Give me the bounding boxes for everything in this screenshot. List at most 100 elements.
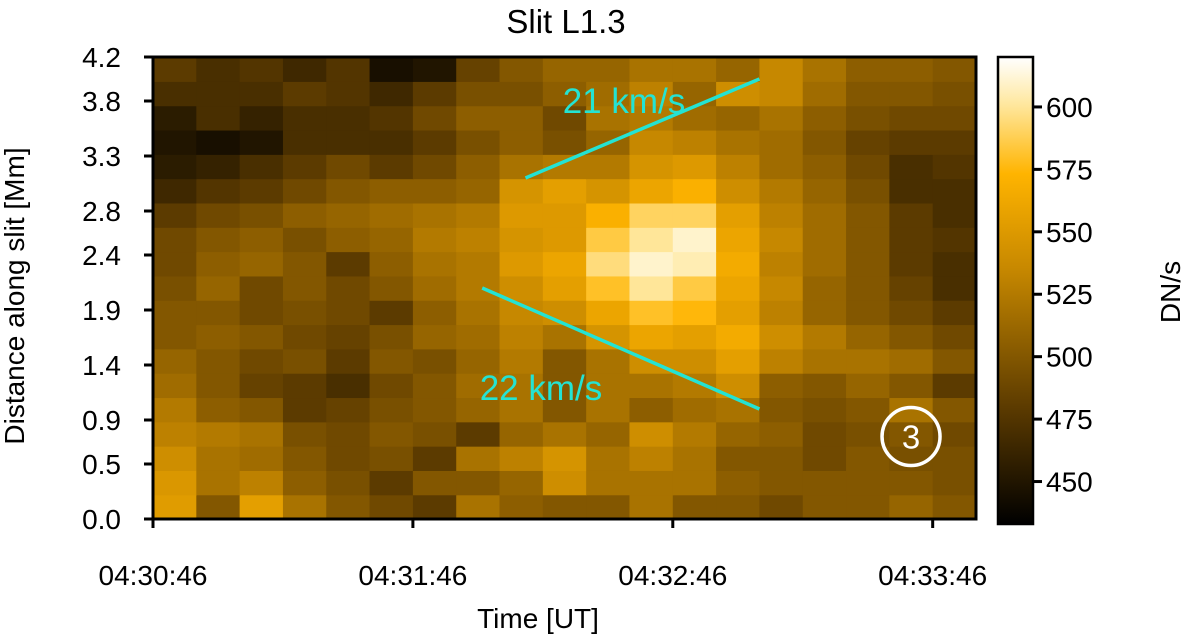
heatmap-cell bbox=[932, 470, 977, 496]
heatmap-cell bbox=[239, 275, 284, 301]
heatmap-cell bbox=[456, 348, 501, 374]
heatmap-cell bbox=[412, 470, 457, 496]
heatmap-cell bbox=[716, 202, 761, 228]
heatmap-cell bbox=[672, 202, 717, 228]
heatmap-cell bbox=[716, 421, 761, 447]
heatmap-cell bbox=[153, 57, 197, 82]
heatmap-cell bbox=[196, 494, 241, 520]
heatmap-cell bbox=[889, 57, 934, 82]
chart-title: Slit L1.3 bbox=[506, 3, 625, 40]
heatmap-cell bbox=[629, 373, 674, 399]
heatmap-cell bbox=[326, 275, 371, 301]
heatmap-cell bbox=[412, 275, 457, 301]
heatmap-cell bbox=[412, 57, 457, 82]
heatmap-cell bbox=[456, 251, 501, 277]
heatmap-cell bbox=[716, 494, 761, 520]
heatmap-cell bbox=[326, 178, 371, 204]
heatmap-cell bbox=[672, 470, 717, 496]
heatmap-cell bbox=[369, 324, 414, 350]
heatmap-cell bbox=[196, 397, 241, 423]
heatmap-cell bbox=[759, 421, 804, 447]
heatmap-cell bbox=[542, 202, 587, 228]
heatmap-cell bbox=[326, 470, 371, 496]
heatmap-cell bbox=[456, 300, 501, 326]
heatmap-cell bbox=[802, 154, 847, 180]
heatmap-cell bbox=[802, 202, 847, 228]
x-tick-label: 04:33:46 bbox=[878, 560, 987, 591]
heatmap-cell bbox=[196, 251, 241, 277]
heatmap-cell bbox=[412, 397, 457, 423]
heatmap-cell bbox=[802, 494, 847, 520]
heatmap-cell bbox=[889, 105, 934, 131]
heatmap-cell bbox=[542, 300, 587, 326]
heatmap-cell bbox=[326, 105, 371, 131]
heatmap-cell bbox=[846, 251, 890, 277]
heatmap-cell bbox=[369, 397, 414, 423]
heatmap-cell bbox=[586, 470, 631, 496]
heatmap-cell bbox=[239, 397, 284, 423]
heatmap-cell bbox=[932, 446, 977, 471]
heatmap-cell bbox=[456, 446, 501, 471]
heatmap-cell bbox=[153, 300, 197, 326]
heatmap-cell bbox=[586, 81, 631, 107]
colorbar-tick-label: 525 bbox=[1046, 279, 1093, 310]
heatmap-cell bbox=[846, 57, 890, 82]
heatmap-cell bbox=[196, 105, 241, 131]
x-axis-ticks: 04:30:46 04:31:46 04:32:46 04:33:46 bbox=[99, 519, 987, 591]
heatmap-cell bbox=[196, 57, 241, 82]
heatmap-cell bbox=[586, 421, 631, 447]
heatmap-cell bbox=[282, 470, 327, 496]
heatmap-cell bbox=[153, 251, 197, 277]
heatmap-cell bbox=[586, 154, 631, 180]
heatmap-cell bbox=[802, 470, 847, 496]
heatmap-cell bbox=[239, 227, 284, 253]
heatmap-cell bbox=[499, 421, 544, 447]
heatmap-cell bbox=[586, 300, 631, 326]
heatmap-cell bbox=[629, 129, 674, 155]
heatmap-cell bbox=[499, 494, 544, 520]
heatmap-cell bbox=[326, 129, 371, 155]
heatmap-cell bbox=[499, 251, 544, 277]
heatmap-cell bbox=[846, 470, 890, 496]
heatmap-cell bbox=[153, 154, 197, 180]
heatmap-cell bbox=[326, 494, 371, 520]
x-tick-label: 04:30:46 bbox=[99, 560, 208, 591]
heatmap-cell bbox=[629, 421, 674, 447]
heatmap-cell bbox=[153, 202, 197, 228]
heatmap-cell bbox=[282, 275, 327, 301]
heatmap-cell bbox=[239, 154, 284, 180]
heatmap-cell bbox=[586, 275, 631, 301]
y-axis-label: Distance along slit [Mm] bbox=[0, 147, 30, 444]
heatmap-cell bbox=[369, 105, 414, 131]
heatmap-cell bbox=[672, 81, 717, 107]
heatmap-cell bbox=[629, 397, 674, 423]
heatmap-cell bbox=[153, 446, 197, 471]
heatmap-cell bbox=[672, 324, 717, 350]
heatmap-cell bbox=[672, 494, 717, 520]
heatmap-cell bbox=[889, 251, 934, 277]
heatmap-cell bbox=[412, 81, 457, 107]
heatmap-cell bbox=[412, 227, 457, 253]
heatmap-cell bbox=[369, 348, 414, 374]
heatmap-cell bbox=[153, 421, 197, 447]
velocity-annotations: 21 km/s 22 km/s 3 bbox=[480, 77, 942, 468]
heatmap-cell bbox=[629, 275, 674, 301]
y-tick-label: 1.4 bbox=[82, 350, 121, 381]
heatmap-cell bbox=[412, 348, 457, 374]
heatmap-cell bbox=[456, 57, 501, 82]
heatmap-cell bbox=[153, 227, 197, 253]
colorbar-ticks: 450 475 500 525 550 575 600 bbox=[1033, 92, 1093, 498]
y-axis-ticks: 0.0 0.5 0.9 1.4 1.9 2.4 2.8 3.3 3.8 4.2 bbox=[82, 42, 153, 535]
heatmap-cell bbox=[586, 105, 631, 131]
heatmap-cell bbox=[412, 324, 457, 350]
heatmap-cell bbox=[282, 227, 327, 253]
heatmap-cell bbox=[889, 275, 934, 301]
heatmap-cell bbox=[499, 154, 544, 180]
heatmap-cell bbox=[196, 154, 241, 180]
heatmap-cell bbox=[456, 373, 501, 399]
colorbar-tick-label: 500 bbox=[1046, 342, 1093, 373]
heatmap-cell bbox=[759, 470, 804, 496]
heatmap-cell bbox=[542, 397, 587, 423]
heatmap-cell bbox=[889, 129, 934, 155]
marker-label: 3 bbox=[902, 419, 920, 456]
